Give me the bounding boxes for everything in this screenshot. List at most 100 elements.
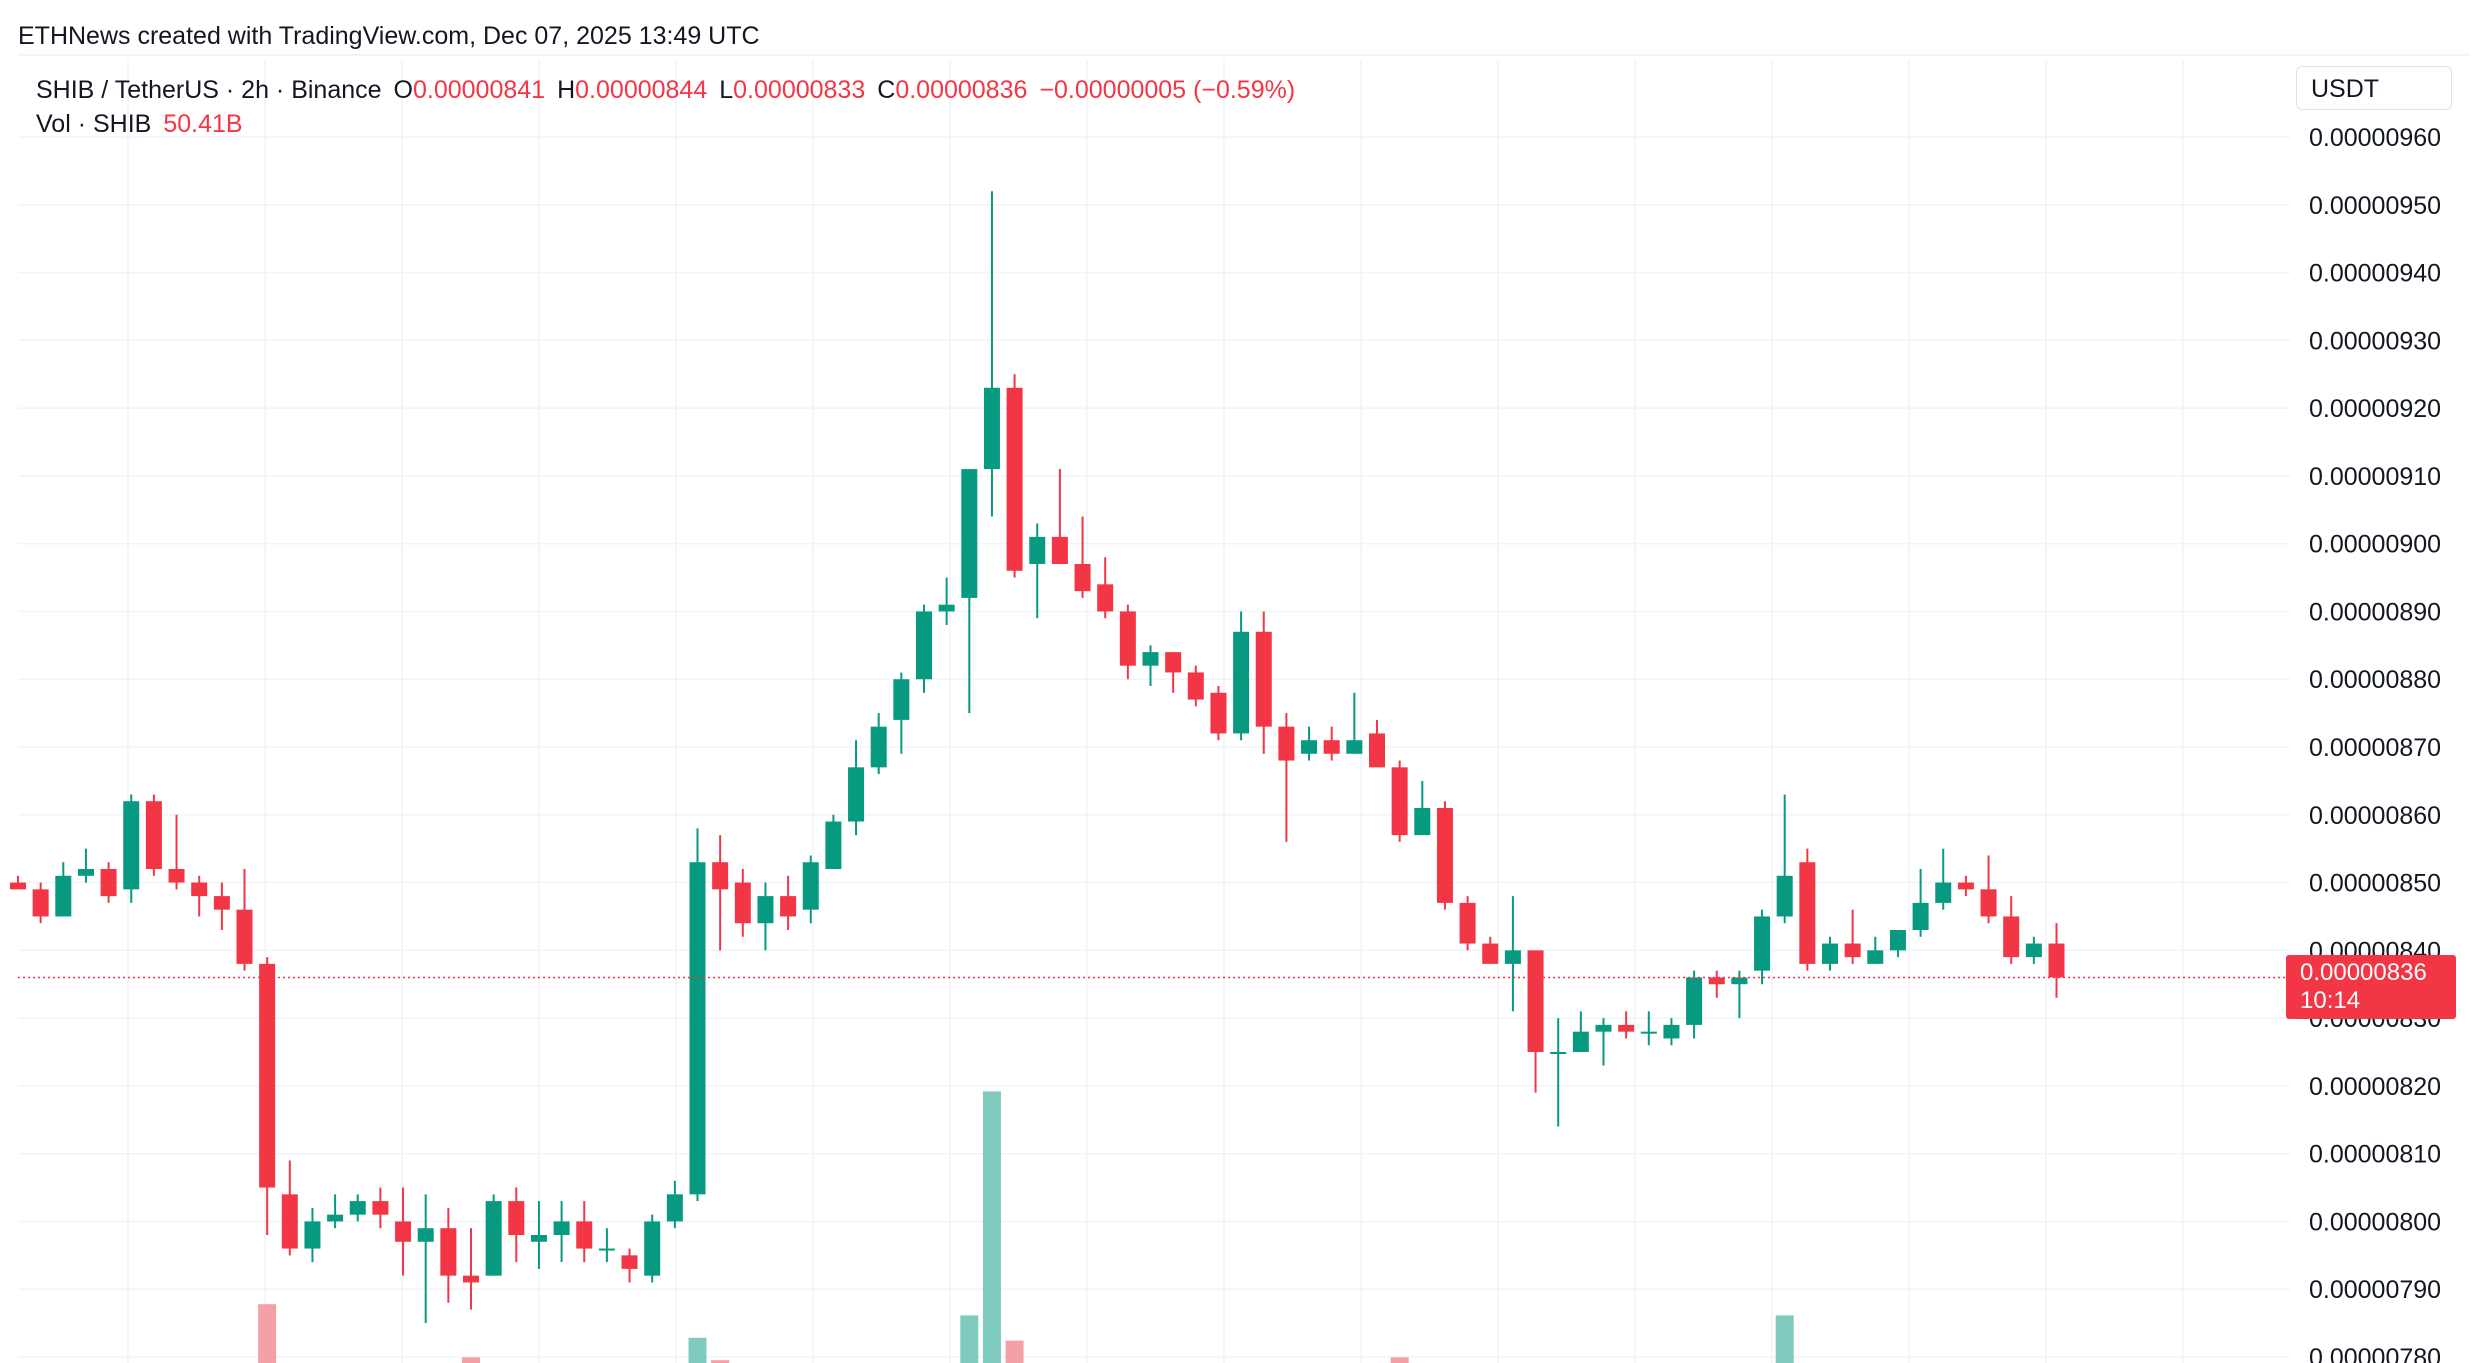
- candle-down: [1323, 726, 1340, 761]
- candle-body: [1957, 882, 1974, 890]
- volume-legend: Vol · SHIB 50.41B: [36, 110, 243, 139]
- candle-down: [1255, 611, 1272, 754]
- candle-up: [1935, 848, 1952, 910]
- candle-down: [621, 1248, 638, 1283]
- candle-down: [1980, 855, 1997, 924]
- price-tick-label: 0.00000940: [2309, 260, 2441, 288]
- candle-body: [259, 963, 276, 1188]
- candle-body: [1323, 740, 1340, 754]
- candle-body: [417, 1228, 434, 1242]
- candle-down: [1006, 374, 1023, 578]
- candle-body: [553, 1221, 570, 1235]
- candle-up: [1822, 936, 1838, 971]
- candle-down: [259, 957, 276, 1235]
- candle-body: [1640, 1031, 1657, 1034]
- candle-body: [1912, 902, 1929, 930]
- candle-up: [304, 1207, 321, 1263]
- candle-body: [1097, 584, 1114, 612]
- volume-bar: [462, 1357, 480, 1363]
- candle-down: [1708, 970, 1725, 998]
- candle-body: [1233, 631, 1250, 734]
- candle-body: [440, 1228, 457, 1276]
- volume-bar: [1390, 1357, 1409, 1363]
- symbol-title[interactable]: SHIB / TetherUS · 2h · Binance: [36, 76, 382, 104]
- candles: [10, 191, 2065, 1324]
- candle-body: [485, 1201, 502, 1276]
- candle-body: [327, 1214, 344, 1222]
- candle-up: [689, 828, 706, 1202]
- candle-body: [395, 1221, 412, 1242]
- price-axis[interactable]: 0.00000960 0.00000950 0.00000940 0.00000930…: [2309, 124, 2441, 1363]
- price-tick-label: 0.00000860: [2309, 802, 2441, 830]
- candle-up: [1731, 970, 1748, 1019]
- candle-up: [870, 713, 887, 775]
- candle-up: [938, 577, 955, 625]
- low-value: 0.00000833: [733, 76, 866, 104]
- price-tick-label: 0.00000870: [2309, 734, 2441, 762]
- candle-up: [916, 604, 932, 693]
- candle-up: [1867, 936, 1884, 964]
- candle-body: [1799, 862, 1816, 964]
- candle-up: [1346, 692, 1363, 754]
- candle-down: [1436, 801, 1453, 910]
- candle-body: [1346, 740, 1363, 754]
- candle-body: [1754, 916, 1771, 971]
- candle-up: [1889, 930, 1906, 958]
- candle-down: [1097, 557, 1114, 619]
- volume-bar: [982, 1091, 1001, 1363]
- candle-down: [395, 1187, 412, 1276]
- bar-countdown: 10:14: [2300, 987, 2361, 1014]
- candle-up: [893, 672, 910, 754]
- candle-body: [644, 1221, 661, 1276]
- candle-body: [304, 1221, 321, 1249]
- candle-up: [1233, 611, 1250, 741]
- candle-body: [1006, 387, 1023, 571]
- candle-down: [372, 1187, 389, 1229]
- price-tick-label: 0.00000810: [2309, 1141, 2441, 1169]
- price-tick-label: 0.00000900: [2309, 531, 2441, 559]
- candle-body: [1618, 1024, 1635, 1032]
- volume-label[interactable]: Vol · SHIB: [36, 110, 152, 138]
- price-tick-label: 0.00000820: [2309, 1073, 2441, 1101]
- candle-body: [1572, 1031, 1589, 1052]
- grid: [18, 54, 2470, 1363]
- currency-selector[interactable]: USDT: [2296, 66, 2452, 110]
- candle-body: [1595, 1024, 1612, 1032]
- open-label: O: [393, 76, 413, 104]
- candle-body: [1210, 692, 1227, 734]
- candle-body: [870, 726, 887, 768]
- candle-body: [1844, 943, 1861, 958]
- candle-up: [961, 469, 978, 714]
- candle-body: [2048, 943, 2065, 978]
- candle-body: [281, 1194, 298, 1249]
- candle-body: [372, 1201, 389, 1215]
- candle-body: [1436, 808, 1453, 903]
- candle-down: [1119, 604, 1136, 680]
- candle-body: [780, 896, 797, 917]
- price-tick-label: 0.00000910: [2309, 463, 2441, 491]
- candle-body: [100, 869, 117, 897]
- close-value: 0.00000836: [895, 76, 1028, 104]
- candle-up: [983, 191, 1000, 517]
- candle-up: [1686, 970, 1703, 1039]
- candle-body: [1550, 1052, 1567, 1054]
- price-tick-label: 0.00000920: [2309, 395, 2441, 423]
- candle-body: [893, 679, 910, 720]
- price-tick-label: 0.00000780: [2309, 1344, 2441, 1363]
- candle-body: [1414, 808, 1431, 836]
- candle-down: [780, 875, 797, 930]
- candle-down: [1957, 875, 1974, 897]
- candle-body: [55, 875, 72, 917]
- candle-up: [1550, 1018, 1567, 1127]
- candle-body: [1980, 889, 1997, 917]
- candle-down: [1051, 469, 1068, 564]
- candle-body: [961, 469, 978, 598]
- candle-body: [1029, 536, 1046, 564]
- candle-down: [145, 794, 162, 876]
- candle-body: [1051, 536, 1068, 564]
- price-tick-label: 0.00000890: [2309, 598, 2441, 626]
- candle-body: [2025, 943, 2042, 958]
- candle-down: [1187, 665, 1204, 707]
- candle-body: [508, 1201, 525, 1235]
